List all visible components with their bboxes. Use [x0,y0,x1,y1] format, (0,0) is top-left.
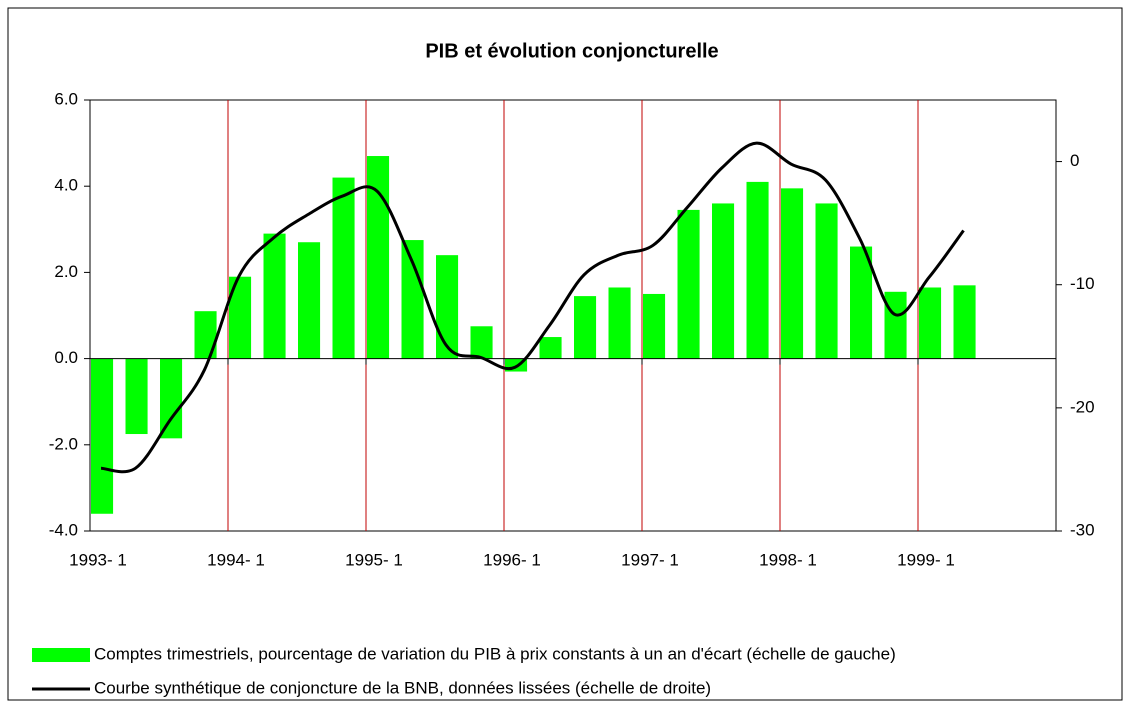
y-tick-label: 2.0 [54,262,78,281]
bar [850,246,873,359]
bar [263,233,286,359]
y-tick-label: 6.0 [54,89,78,108]
chart-title: PIB et évolution conjoncturelle [425,40,718,62]
y2-tick-label: -20 [1070,397,1095,416]
bar [401,240,424,359]
bar [608,287,631,359]
bar [298,242,321,359]
bar [815,203,838,359]
bar [746,181,769,359]
x-tick-label: 1999- 1 [897,550,955,569]
line [100,141,965,474]
bar [539,337,562,359]
y2-tick-label: 0 [1070,151,1079,170]
x-tick-label: 1995- 1 [345,550,403,569]
bar [125,358,148,435]
bar [781,188,804,359]
x-tick-label: 1997- 1 [621,550,679,569]
y-tick-label: 0.0 [54,348,78,367]
bar [953,285,976,359]
bar [884,291,907,359]
y2-tick-label: -30 [1070,520,1095,539]
y2-tick-label: -10 [1070,274,1095,293]
bar [436,255,459,359]
x-tick-label: 1998- 1 [759,550,817,569]
legend-label: Comptes trimestriels, pourcentage de var… [94,644,896,663]
bar [643,293,666,359]
bar [367,156,390,359]
y-tick-label: 4.0 [54,176,78,195]
y-tick-label: -2.0 [49,434,78,453]
bar [229,276,252,359]
legend-swatch [32,648,90,662]
bar [160,358,183,439]
x-tick-label: 1996- 1 [483,550,541,569]
bar [194,311,217,359]
bar [712,203,735,359]
bar [677,209,700,359]
legend-label: Courbe synthétique de conjoncture de la … [94,678,711,697]
y-tick-label: -4.0 [49,520,78,539]
x-tick-label: 1994- 1 [207,550,265,569]
x-tick-label: 1993- 1 [69,550,127,569]
bar [332,177,355,359]
bar [470,326,493,359]
plot-area [89,99,1057,532]
bar [574,296,597,359]
bar [919,287,942,359]
bar [91,358,114,514]
